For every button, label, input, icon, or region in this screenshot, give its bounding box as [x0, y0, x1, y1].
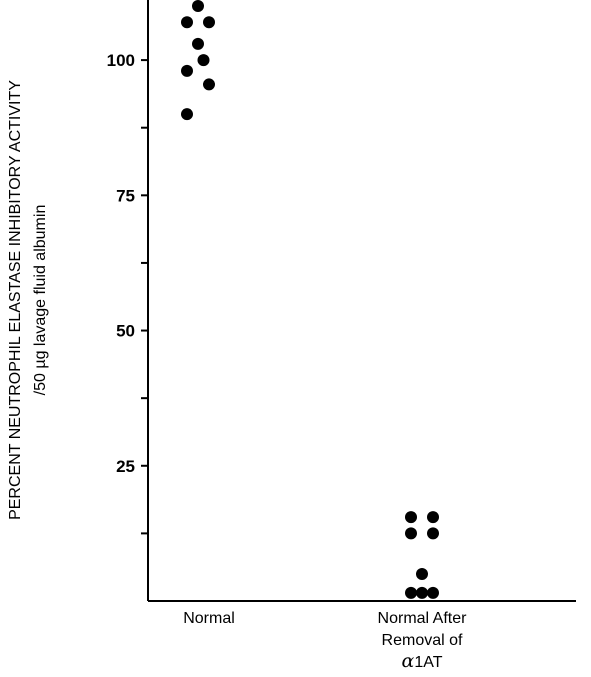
x-category-label: Normal [183, 610, 235, 627]
x-category-label: Normal After [378, 610, 468, 627]
data-point [427, 586, 439, 599]
data-point [192, 37, 204, 50]
y-tick-label: 100 [107, 51, 135, 70]
y-axis-title-line-2: /50 µg lavage fluid albumin [32, 205, 49, 396]
x-category-label: Removal of [382, 632, 463, 649]
data-point [405, 586, 417, 599]
data-point [203, 16, 215, 29]
data-point [197, 54, 210, 67]
data-point [181, 108, 193, 121]
x-category-label: α1AT [402, 650, 443, 672]
y-tick-label: 50 [116, 322, 135, 341]
data-point [405, 527, 417, 540]
data-point [416, 567, 428, 580]
y-ticks: 25 50 75 100 [107, 51, 148, 535]
axes [147, 0, 576, 602]
data-point [192, 0, 204, 12]
y-axis-title: PERCENT NEUTROPHIL ELASTASE INHIBITORY A… [7, 80, 49, 520]
data-points [181, 0, 439, 599]
data-point [181, 64, 193, 77]
y-tick-label: 25 [116, 457, 135, 476]
y-axis-title-line-1: PERCENT NEUTROPHIL ELASTASE INHIBITORY A… [7, 80, 24, 520]
data-point [405, 511, 417, 524]
data-point [181, 16, 193, 29]
data-point [203, 78, 215, 91]
data-point [416, 586, 428, 599]
y-tick-label: 75 [116, 186, 135, 205]
data-point [427, 527, 439, 540]
data-point [427, 511, 439, 524]
